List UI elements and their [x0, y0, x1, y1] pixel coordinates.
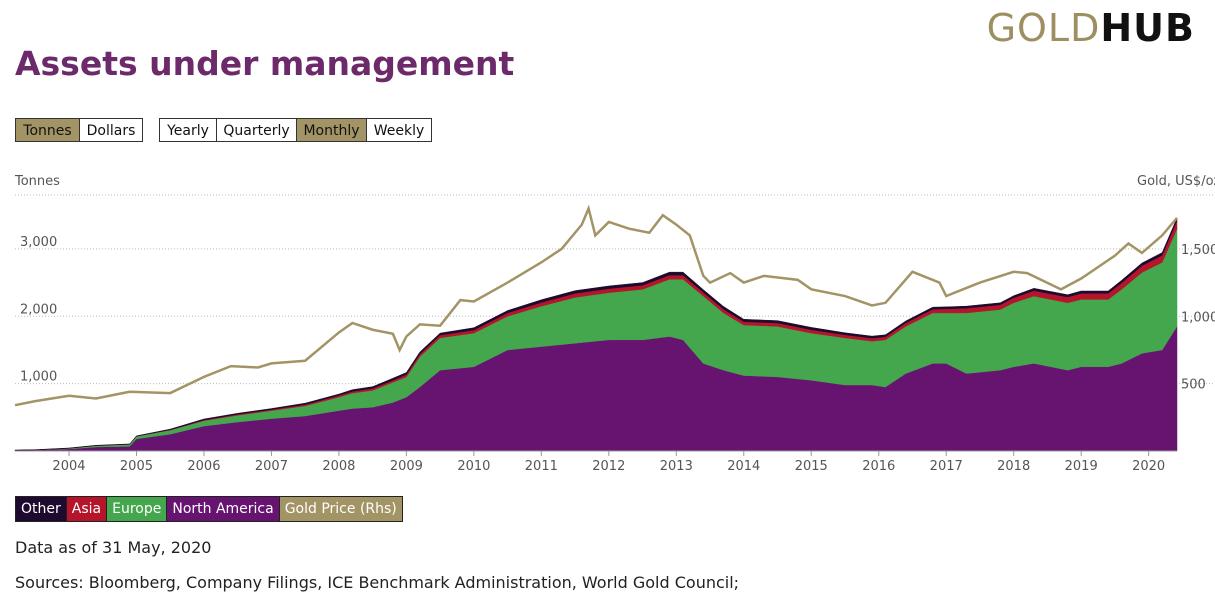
quarterly-button[interactable]: Quarterly [216, 118, 297, 142]
x-tick-label: 2016 [862, 459, 895, 474]
yearly-button[interactable]: Yearly [159, 118, 217, 142]
x-tick-label: 2008 [322, 459, 355, 474]
legend-gold-price[interactable]: Gold Price (Rhs) [279, 497, 402, 521]
x-tick-label: 2009 [390, 459, 423, 474]
x-tick-label: 2004 [52, 459, 85, 474]
x-tick-label: 2005 [120, 459, 153, 474]
y-tick-label: 1,000 [20, 370, 57, 385]
sources-note: Sources: Bloomberg, Company Filings, ICE… [15, 573, 740, 592]
x-tick-label: 2007 [255, 459, 288, 474]
y-tick-label: 3,000 [20, 235, 57, 250]
y2-tick-label: 1,500 [1181, 243, 1215, 258]
data-date-note: Data as of 31 May, 2020 [15, 538, 212, 557]
legend-north-america[interactable]: North America [167, 497, 280, 521]
monthly-button[interactable]: Monthly [296, 118, 367, 142]
x-tick-label: 2013 [660, 459, 693, 474]
y-tick-label: 2,000 [20, 302, 57, 317]
y2-tick-label: 1,000 [1181, 310, 1215, 325]
x-tick-label: 2012 [592, 459, 625, 474]
legend-europe[interactable]: Europe [107, 497, 168, 521]
tonnes-button[interactable]: Tonnes [15, 118, 80, 142]
x-tick-label: 2014 [727, 459, 760, 474]
x-tick-label: 2006 [187, 459, 220, 474]
gold-price-line [14, 204, 1178, 407]
area-other [14, 217, 1178, 451]
x-tick-label: 2015 [795, 459, 828, 474]
dollars-button[interactable]: Dollars [79, 118, 143, 142]
x-tick-label: 2019 [1065, 459, 1098, 474]
x-tick-label: 2017 [930, 459, 963, 474]
left-axis-label: Tonnes [15, 174, 60, 189]
chart-legend: Other Asia Europe North America Gold Pri… [15, 496, 403, 522]
x-tick-label: 2010 [457, 459, 490, 474]
x-tick-label: 2020 [1132, 459, 1165, 474]
right-axis-label: Gold, US$/oz [1137, 174, 1215, 189]
aum-chart: 1,000 2,000 3,000 500 1,000 1,500 2004 2005 2006… [14, 194, 1215, 474]
goldhub-logo: GOLDHUB [986, 6, 1195, 50]
legend-asia[interactable]: Asia [66, 497, 108, 521]
legend-other[interactable]: Other [16, 497, 67, 521]
weekly-button[interactable]: Weekly [366, 118, 432, 142]
x-tick-label: 2011 [525, 459, 558, 474]
y2-tick-label: 500 [1181, 378, 1206, 393]
x-tick-label: 2018 [997, 459, 1030, 474]
page-title: Assets under management [15, 44, 515, 83]
